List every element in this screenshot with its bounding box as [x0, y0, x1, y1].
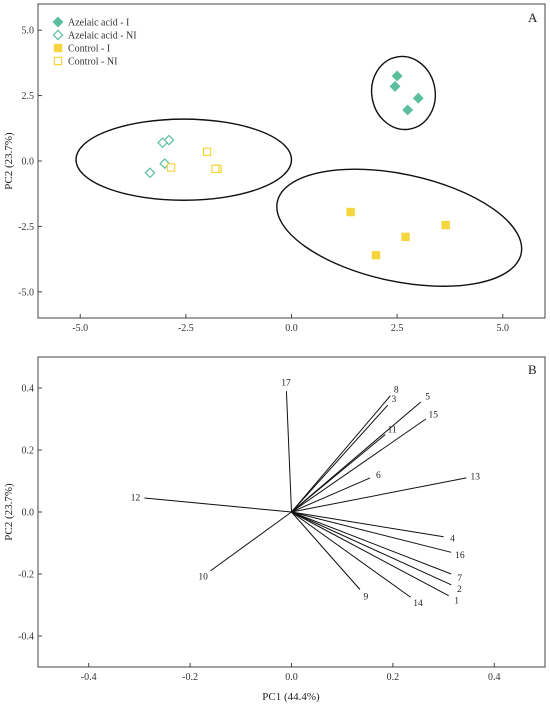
- data-point: [166, 163, 176, 172]
- legend-label: Control - NI: [68, 57, 117, 68]
- legend-label: Azelaic acid - I: [68, 18, 129, 29]
- data-point: [401, 232, 410, 242]
- y-tick-label: 0.4: [22, 384, 35, 395]
- vector-label: 13: [470, 473, 480, 483]
- vector-label: 15: [429, 410, 439, 420]
- vector-label: 9: [364, 593, 369, 603]
- y-tick-label: 0.2: [22, 446, 35, 457]
- loading-vector: [291, 477, 371, 513]
- vector-label: 12: [131, 494, 141, 504]
- loading-vector: [291, 477, 467, 513]
- confidence-ellipse: [370, 55, 437, 131]
- vector-label: 1: [454, 596, 459, 606]
- x-tick-label: 0.0: [285, 323, 298, 334]
- loading-vector: [291, 511, 411, 598]
- vector-label: 10: [198, 573, 208, 583]
- loading-vector: [291, 404, 389, 513]
- y-tick-label: -5.0: [18, 287, 34, 298]
- loading-vector: [144, 497, 292, 513]
- legend-label: Azelaic acid - NI: [68, 31, 137, 42]
- x-tick-label: 0.2: [387, 672, 400, 683]
- data-point: [144, 167, 156, 179]
- legend-marker: [52, 16, 64, 28]
- panel-a-y-axis-title: PC2 (23.7%): [3, 132, 15, 190]
- data-point: [371, 251, 381, 260]
- legend-marker: [53, 43, 63, 53]
- vector-label: 4: [450, 535, 455, 545]
- y-tick-label: -0.4: [18, 632, 34, 643]
- x-tick-label: -2.5: [178, 323, 194, 334]
- loading-vector: [291, 511, 449, 597]
- confidence-ellipse: [276, 168, 523, 287]
- loading-vector: [291, 511, 452, 575]
- loading-vector: [291, 418, 427, 513]
- vector-label: 8: [394, 385, 399, 395]
- x-tick-label: -5.0: [72, 323, 88, 334]
- x-tick-label: -0.4: [81, 672, 97, 683]
- data-point: [441, 220, 450, 230]
- loading-vector: [291, 511, 361, 590]
- loading-vector: [210, 511, 292, 572]
- data-point: [157, 137, 169, 149]
- confidence-ellipse: [75, 118, 293, 201]
- panel-a: A -5.0 -2.5 0.0 2.5 5.0 -5.0 -2.5 0.0 2.5 5.0 Aze…: [3, 3, 546, 334]
- vector-label: 11: [388, 425, 397, 435]
- legend: Azelaic acid - I Azelaic acid - NI Control…: [52, 16, 137, 68]
- panel-b-label: B: [528, 362, 537, 377]
- loading-vector: [291, 511, 444, 538]
- loading-vector: [291, 395, 391, 513]
- vector-label: 14: [413, 599, 423, 609]
- panel-b-x-axis-title: PC1 (44.4%): [262, 691, 320, 703]
- panel-a-label: A: [528, 10, 538, 25]
- x-tick-label: -0.2: [182, 672, 198, 683]
- vector-label: 3: [391, 395, 396, 405]
- vector-label: 5: [425, 393, 430, 403]
- data-point: [412, 92, 424, 104]
- y-tick-label: 5.0: [22, 26, 35, 37]
- panel-b-y-axis-title: PC2 (23.7%): [3, 483, 15, 541]
- vector-label: 2: [457, 585, 462, 595]
- data-point: [346, 207, 355, 217]
- x-tick-label: 5.0: [497, 323, 510, 334]
- data-point: [402, 104, 414, 116]
- legend-label: Control - I: [68, 44, 110, 55]
- y-tick-label: 0.0: [22, 508, 35, 519]
- y-tick-label: -2.5: [18, 222, 34, 233]
- vector-label: 6: [376, 471, 381, 481]
- legend-marker: [52, 29, 64, 41]
- x-tick-label: 0.4: [488, 672, 501, 683]
- data-point: [202, 147, 212, 157]
- data-point: [391, 70, 403, 82]
- legend-marker: [53, 56, 63, 66]
- x-tick-label: 2.5: [391, 323, 404, 334]
- loading-vector: [291, 511, 452, 553]
- x-tick-label: 0.0: [285, 672, 298, 683]
- vector-label: 16: [455, 551, 465, 561]
- vector-label: 7: [457, 574, 462, 584]
- y-tick-label: 2.5: [22, 91, 35, 102]
- y-tick-label: 0.0: [22, 157, 35, 168]
- loading-vector: [285, 391, 292, 513]
- loading-vector: [291, 511, 452, 586]
- loading-vector: [291, 434, 386, 513]
- data-point: [389, 80, 401, 92]
- data-point: [211, 164, 220, 174]
- vector-label: 17: [281, 379, 291, 389]
- y-tick-label: -0.2: [18, 570, 34, 581]
- panel-b: B -0.4 -0.2 0.0 0.2 0.4 -0.4 -0.2 0.0 0.2 0.4 12 3…: [3, 356, 546, 703]
